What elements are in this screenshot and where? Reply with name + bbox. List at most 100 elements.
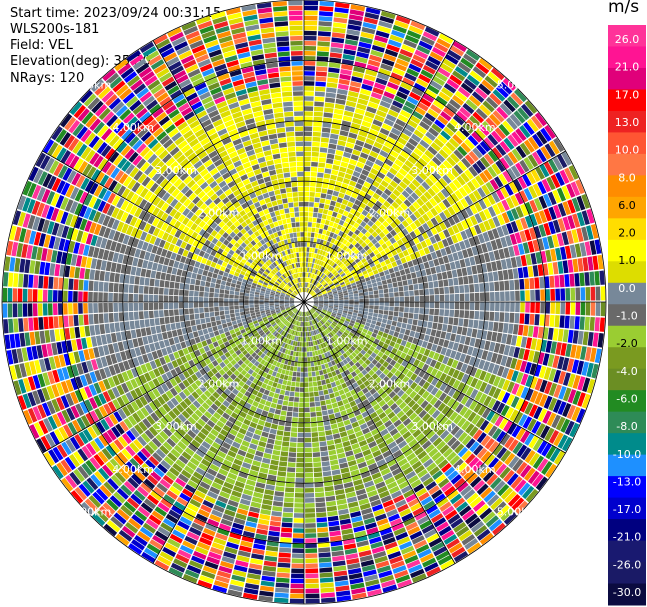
radar-gate <box>403 39 418 49</box>
radar-gate <box>362 328 368 334</box>
radar-gate <box>86 360 94 372</box>
radar-gate <box>374 114 385 123</box>
radar-gate <box>482 511 496 524</box>
radar-gate <box>425 444 435 454</box>
radar-gate <box>204 436 214 446</box>
radar-gate <box>305 287 307 293</box>
radar-gate <box>393 362 401 370</box>
radar-gate <box>344 105 355 113</box>
radar-gate <box>98 393 107 405</box>
radar-gate <box>358 190 367 198</box>
radar-gate <box>427 274 433 282</box>
radar-gate <box>471 91 485 103</box>
radar-gate <box>319 441 327 447</box>
radar-gate <box>489 292 495 302</box>
radar-gate <box>323 275 328 280</box>
radar-gate <box>388 244 395 252</box>
radar-gate <box>292 340 296 346</box>
radar-gate <box>139 395 148 406</box>
radar-gate <box>178 382 186 391</box>
radar-gate <box>314 91 325 97</box>
radar-gate <box>214 437 224 446</box>
radar-gate <box>531 473 544 488</box>
radar-gate <box>430 142 441 152</box>
radar-gate <box>364 205 372 213</box>
radar-gate <box>371 238 378 245</box>
radar-gate <box>543 395 553 409</box>
radar-gate <box>407 247 414 255</box>
radar-gate <box>284 359 289 365</box>
radar-gate <box>357 286 363 291</box>
radar-gate <box>559 274 565 288</box>
radar-gate <box>208 395 217 403</box>
radar-gate <box>183 465 195 475</box>
radar-gate <box>564 420 575 436</box>
radar-gate <box>182 379 190 388</box>
radar-gate <box>496 430 507 443</box>
radar-gate <box>47 371 56 385</box>
radar-gate <box>265 550 278 557</box>
radar-gate <box>318 344 322 350</box>
radar-gate <box>271 311 276 315</box>
radar-gate <box>499 312 505 322</box>
radar-gate <box>256 380 263 387</box>
radar-gate <box>594 317 600 332</box>
radar-gate <box>288 310 293 315</box>
radar-gate <box>85 412 95 426</box>
radar-gate <box>263 355 269 361</box>
radar-gate <box>230 579 245 587</box>
radar-gate <box>533 197 543 211</box>
radar-gate <box>445 408 455 419</box>
radar-gate <box>317 316 322 321</box>
radar-gate <box>98 467 110 481</box>
radar-gate <box>535 302 540 314</box>
radar-gate <box>309 186 316 192</box>
radar-gate <box>428 406 437 416</box>
radar-gate <box>401 384 410 393</box>
radar-gate <box>333 108 344 115</box>
radar-gate <box>288 457 296 463</box>
radar-gate <box>284 332 289 338</box>
radar-gate <box>476 144 487 156</box>
radar-gate <box>73 451 85 465</box>
radar-gate <box>430 266 437 275</box>
radar-gate <box>279 373 285 380</box>
radar-gate <box>347 264 353 270</box>
radar-gate <box>230 317 236 322</box>
radar-gate <box>384 258 391 265</box>
radar-gate <box>169 466 180 477</box>
radar-gate <box>349 9 365 17</box>
radar-gate <box>300 367 304 372</box>
radar-gate <box>155 448 166 459</box>
radar-gate <box>423 282 429 289</box>
radar-gate <box>345 350 351 357</box>
radar-gate <box>192 550 207 560</box>
radar-gate <box>365 7 381 15</box>
radar-gate <box>140 447 151 459</box>
radar-gate <box>427 146 438 156</box>
radar-gate <box>461 327 468 336</box>
radar-gate <box>408 63 422 73</box>
radar-gate <box>393 494 405 504</box>
radar-gate <box>173 336 180 344</box>
radar-gate <box>250 501 262 509</box>
radar-gate <box>580 287 586 301</box>
radar-gate <box>553 384 562 398</box>
radar-gate <box>351 421 360 429</box>
radar-gate <box>226 362 233 369</box>
radar-gate <box>240 540 253 548</box>
radar-gate <box>342 290 348 294</box>
radar-gate <box>312 295 318 298</box>
radar-gate <box>318 321 323 326</box>
radar-gate <box>339 281 345 286</box>
radar-gate <box>302 312 304 317</box>
radar-gate <box>487 362 495 373</box>
radar-gate <box>341 63 353 71</box>
radar-gate <box>207 407 216 415</box>
radar-gate <box>341 257 347 263</box>
radar-gate <box>420 400 429 409</box>
radar-gate <box>447 253 454 263</box>
radar-gate <box>351 364 358 371</box>
radar-gate <box>341 333 347 339</box>
radar-gate <box>171 505 184 516</box>
